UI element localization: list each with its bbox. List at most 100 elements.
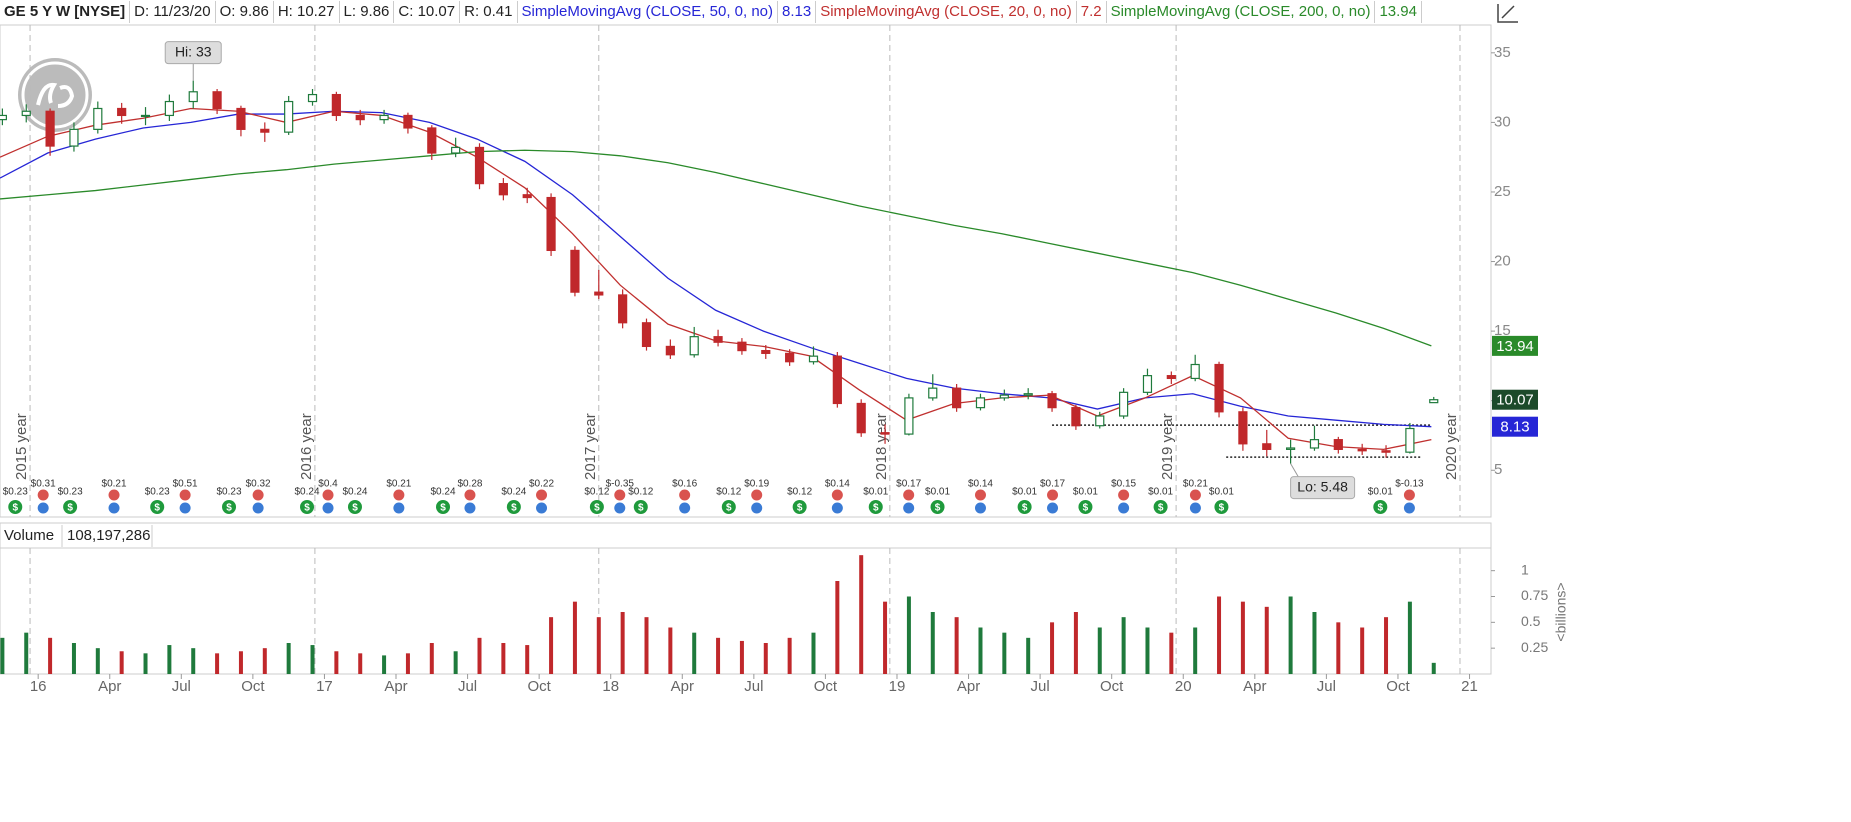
dividend-glyph: $ xyxy=(304,503,310,514)
dividend-icon xyxy=(1078,500,1093,514)
volume-bar xyxy=(95,648,100,674)
candle-body xyxy=(570,249,580,293)
volume-total: 108,197,286 xyxy=(67,527,150,544)
candle-body xyxy=(164,100,174,117)
info-icon xyxy=(903,502,915,514)
earnings-icon xyxy=(751,489,763,501)
info-icon xyxy=(252,502,264,514)
volume-bar xyxy=(835,581,840,674)
earnings-label: $0.17 xyxy=(1040,479,1065,490)
x-tick-label: Oct xyxy=(1100,678,1124,695)
info-icon xyxy=(1047,502,1059,514)
candle-body xyxy=(284,100,294,133)
dividend-label: $0.12 xyxy=(787,487,812,498)
dividend-label: $0.23 xyxy=(3,487,28,498)
candle-body xyxy=(1095,415,1105,427)
annotation-box xyxy=(1290,476,1356,500)
dividend-icon xyxy=(347,500,362,514)
earnings-icon xyxy=(179,489,191,501)
earnings-label: $0.15 xyxy=(1111,479,1136,490)
high: H: 10.27 xyxy=(274,1,340,23)
earnings-icon xyxy=(1403,489,1415,501)
candle-body xyxy=(1333,439,1343,450)
candle-body xyxy=(1429,399,1439,404)
study-name: SimpleMovingAvg (CLOSE, 50, 0, no) xyxy=(518,1,779,23)
study-value: 8.13 xyxy=(778,1,817,23)
candle-body xyxy=(0,114,7,121)
candle-body xyxy=(1023,393,1033,396)
volume-bar xyxy=(572,601,577,674)
candle-body xyxy=(1214,363,1224,413)
volume-bar xyxy=(119,651,124,674)
volume-bar xyxy=(1169,632,1174,674)
dividend-icon xyxy=(506,500,521,514)
volume-bar xyxy=(1050,622,1055,674)
x-tick-label: Oct xyxy=(527,678,551,695)
candle-body xyxy=(975,397,986,409)
y-axis-label: <billions> xyxy=(1553,582,1569,641)
volume-bar xyxy=(1217,596,1222,674)
x-tick-label: 20 xyxy=(1175,678,1192,695)
info-icon xyxy=(1189,502,1201,514)
volume-bar xyxy=(525,645,530,674)
dividend-glyph: $ xyxy=(511,503,517,514)
volume-bar xyxy=(1431,662,1436,674)
info-icon xyxy=(1403,502,1415,514)
study-value: 7.2 xyxy=(1077,1,1107,23)
candle-body xyxy=(522,194,532,199)
earnings-label: $-0.35 xyxy=(606,479,635,490)
candle-body xyxy=(832,355,842,405)
candle-body xyxy=(188,91,198,103)
x-tick-label: 19 xyxy=(889,678,906,695)
volume-bar xyxy=(1336,622,1341,674)
date: D: 11/23/20 xyxy=(130,1,216,23)
info-icon xyxy=(37,502,49,514)
volume-bar xyxy=(1073,612,1078,674)
x-tick-label: Jul xyxy=(458,678,477,695)
candle-body xyxy=(952,387,962,409)
dividend-label: $0.01 xyxy=(1012,487,1037,498)
annotation-label: Lo: 5.48 xyxy=(1297,478,1348,494)
study-name: SimpleMovingAvg (CLOSE, 200, 0, no) xyxy=(1107,1,1376,23)
dividend-icon xyxy=(1153,500,1168,514)
volume-bar xyxy=(382,655,387,674)
earnings-icon xyxy=(393,489,405,501)
volume-bar xyxy=(1097,627,1102,674)
volume-bar xyxy=(930,612,935,674)
candle-body xyxy=(474,146,485,185)
volume-bar xyxy=(453,651,458,674)
dividend-label: $0.12 xyxy=(628,487,653,498)
volume-bar xyxy=(739,640,744,674)
earnings-icon xyxy=(831,489,843,501)
volume-bar xyxy=(0,637,5,674)
dividend-glyph: $ xyxy=(873,503,879,514)
dividend-label: $0.23 xyxy=(145,487,170,498)
earnings-icon xyxy=(1047,489,1059,501)
candle-body xyxy=(69,128,79,147)
candle-body xyxy=(689,336,699,356)
earnings-label: $0.14 xyxy=(968,479,993,490)
dividend-glyph: $ xyxy=(352,503,358,514)
x-tick-label: 17 xyxy=(316,678,333,695)
dividend-glyph: $ xyxy=(440,503,446,514)
draw-tool-icon[interactable] xyxy=(1497,4,1518,23)
dividend-glyph: $ xyxy=(67,503,73,514)
volume-bar xyxy=(978,627,983,674)
info-icon xyxy=(974,502,986,514)
candle-body xyxy=(379,114,389,121)
candle-body xyxy=(1142,375,1153,393)
volume-bar xyxy=(1145,627,1150,674)
dividend-label: $0.23 xyxy=(58,487,83,498)
volume-bar xyxy=(716,637,721,674)
y-tick-label: 15 xyxy=(1494,322,1511,339)
y-tick-label: 0.5 xyxy=(1521,613,1541,629)
candle-body xyxy=(1381,450,1391,453)
volume-bar xyxy=(262,648,267,674)
dividend-label: $0.01 xyxy=(863,487,888,498)
info-icon xyxy=(108,502,120,514)
volume-bar xyxy=(668,627,673,674)
info-icon xyxy=(393,502,405,514)
earnings-label: $0.21 xyxy=(386,479,411,490)
earnings-icon xyxy=(108,489,120,501)
x-tick-label: Apr xyxy=(957,678,980,695)
